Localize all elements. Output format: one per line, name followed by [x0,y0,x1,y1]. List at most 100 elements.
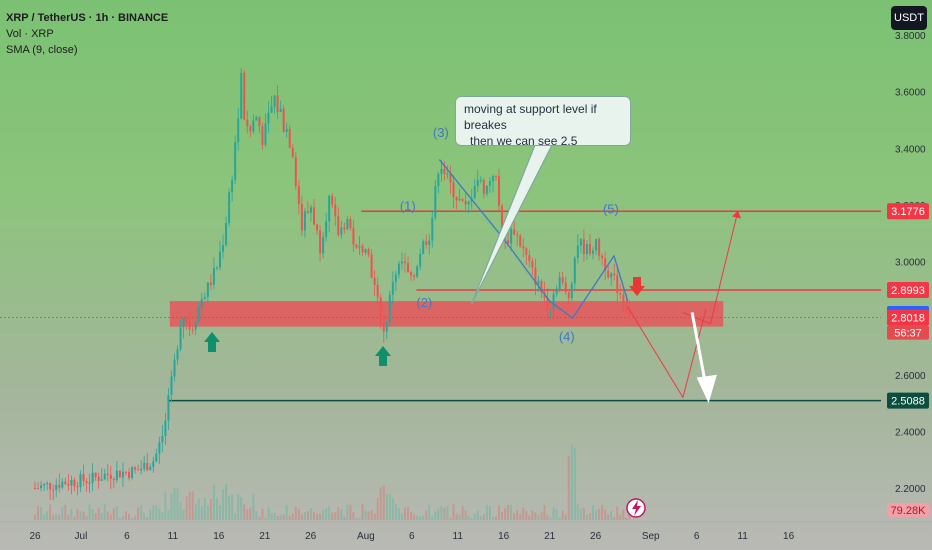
candle-body [316,224,319,231]
volume-bar [109,514,112,520]
volume-bar [103,504,106,520]
candle-body [279,108,282,113]
candle-body [64,481,67,485]
candle-body [434,186,437,218]
candle-body [109,474,112,479]
volume-bar [485,504,488,520]
candle-body [522,246,525,249]
candle-body [264,123,267,146]
candle-body [188,322,191,330]
candle-body [270,106,273,113]
volume-bar [313,511,316,520]
candle-body [385,322,388,332]
volume-bar [112,508,115,520]
candle-body [528,255,531,262]
candle-body [124,471,127,473]
lightning-bolt-icon [632,500,641,516]
volume-bar [118,517,121,520]
candle-body [118,470,121,478]
volume-bar [376,497,379,520]
down-arrow-shaft [690,312,708,387]
candle-body [361,246,364,253]
candle-body [79,474,82,488]
volume-bar [176,487,179,520]
volume-bar [97,507,100,520]
candle-body [143,462,146,469]
volume-bar [507,504,510,520]
candle-body [231,179,234,193]
legend-symbol[interactable]: XRP / TetherUS · 1h · BINANCE [6,12,169,24]
candle-body [391,281,394,295]
candle-body [191,329,194,331]
volume-bar [85,516,88,520]
candle-body [455,197,458,201]
candle-body [82,474,85,482]
candle-body [228,192,231,224]
candle-body [437,173,440,187]
y-tick-label: 3.8000 [895,31,926,42]
price-candles [34,67,631,501]
x-tick-label: 11 [737,531,748,542]
candle-body [546,297,549,310]
y-tick-label: 2.6000 [895,371,926,382]
volume-bar [82,511,85,520]
candle-body [49,483,52,490]
volume-bar [331,512,334,520]
volume-bar [155,505,158,520]
candle-body [452,182,455,198]
candle-body [34,488,36,489]
timer-tag-bg [887,325,929,340]
volume-bar [234,513,237,520]
volume-bar [279,514,282,520]
candle-body [613,273,616,276]
legend-volume[interactable]: Vol · XRP [6,28,54,40]
candle-body [100,479,103,481]
candle-body [501,205,504,238]
legend-sma[interactable]: SMA (9, close) [6,44,78,56]
candle-body [167,394,170,421]
candle-body [555,288,558,294]
volume-bar [428,504,431,520]
candle-body [607,270,610,278]
volume-bar [91,509,94,520]
volume-bar [243,504,246,520]
candle-body [431,217,434,241]
candle-body [173,359,176,377]
x-tick-label: 11 [168,531,179,542]
volume-bar [364,510,367,520]
volume-bar [328,506,331,520]
candle-body [97,477,100,481]
candle-body [209,282,212,285]
volume-bar [546,515,549,520]
candle-body [595,238,598,251]
volume-bar [379,487,382,520]
candle-body [218,251,221,268]
volume-bar [161,512,164,520]
volume-bar [137,507,140,520]
y-tick-label: 3.0000 [895,258,926,269]
volume-bar [522,507,525,520]
price-tags: 3.17762.89932.81462.80182.508856:3779.28… [626,203,929,518]
x-tick-label: Sep [642,531,660,542]
volume-bar [598,508,601,520]
candle-body [40,485,43,489]
candle-body [458,199,461,201]
candle-body [300,204,303,231]
currency-button[interactable]: USDT [891,6,927,30]
volume-bar [352,512,355,520]
volume-bar [501,512,504,520]
volume-bar [576,504,579,520]
volume-bar [273,512,276,520]
candle-body [394,274,397,282]
wave-label-3: (3) [433,125,449,140]
volume-bar [300,514,303,520]
candle-body [200,299,203,307]
candle-body [416,266,419,277]
volume-bar [55,514,58,520]
volume-bar [128,513,131,520]
candle-body [625,302,628,311]
annotation-callout: moving at support level if breakes then … [455,96,631,148]
candle-body [397,263,400,275]
volume-bars [34,444,631,520]
